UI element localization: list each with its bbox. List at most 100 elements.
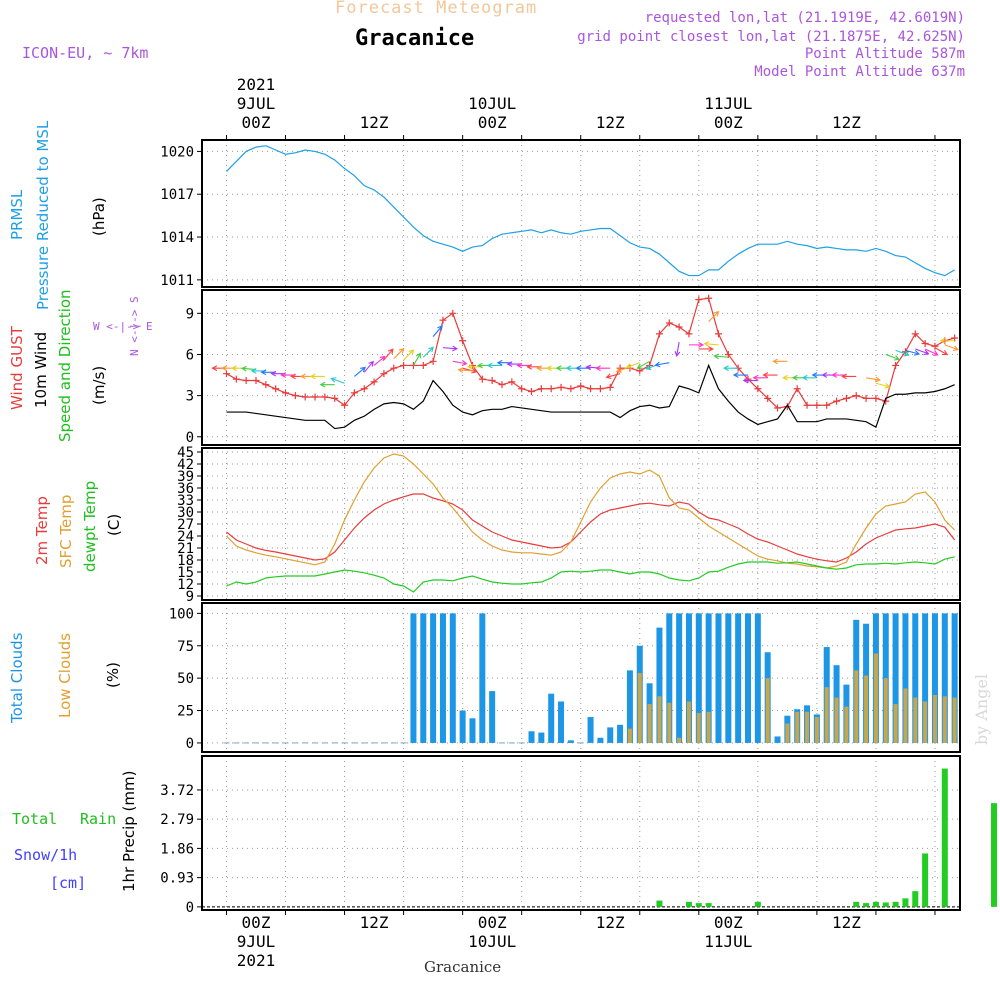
wind-direction-arrow bbox=[885, 353, 900, 361]
rain-bar bbox=[892, 901, 899, 907]
gust-marker bbox=[852, 392, 860, 400]
low-cloud-bar bbox=[637, 672, 642, 743]
total-cloud-bar bbox=[459, 710, 466, 743]
rain-bar bbox=[685, 901, 692, 907]
wind-direction-arrow bbox=[762, 372, 778, 378]
y-tick-label: 1017 bbox=[160, 187, 194, 203]
total-cloud-bar bbox=[676, 613, 683, 743]
point-altitude: Point Altitude 587m bbox=[804, 46, 965, 62]
wind-direction-arrow bbox=[703, 341, 719, 347]
wind-direction-arrow bbox=[772, 358, 788, 365]
total-cloud-bar bbox=[902, 613, 909, 743]
gust-marker bbox=[459, 337, 467, 345]
total-cloud-bar bbox=[479, 613, 486, 743]
gust-marker bbox=[478, 375, 486, 383]
wind-direction-arrow bbox=[698, 346, 714, 352]
gust-marker bbox=[439, 316, 447, 324]
gust-marker bbox=[793, 385, 801, 393]
total-cloud-bar bbox=[922, 613, 929, 743]
total-cloud-bar bbox=[607, 727, 614, 743]
total-cloud-bar bbox=[774, 736, 781, 743]
low-cloud-bar bbox=[814, 717, 819, 743]
total-cloud-bar bbox=[439, 613, 446, 743]
panel-frame bbox=[201, 447, 961, 601]
wind-direction-arrow bbox=[462, 367, 478, 374]
gust-marker bbox=[232, 375, 240, 383]
gust-marker bbox=[508, 378, 516, 386]
total-cloud-bar bbox=[528, 731, 535, 743]
gridpoint-coords: grid point closest lon,lat (21.1875E, 42… bbox=[577, 29, 965, 45]
gust-marker bbox=[291, 392, 299, 400]
wind-direction-arrow bbox=[875, 382, 891, 389]
time-label-bottom: 12Z bbox=[360, 913, 389, 932]
rain-bar bbox=[695, 903, 702, 907]
y-tick-label: 12 bbox=[177, 577, 194, 593]
total-cloud-bar bbox=[617, 724, 624, 743]
gust-marker bbox=[518, 385, 526, 393]
total-cloud-bar bbox=[656, 627, 663, 743]
total-cloud-bar bbox=[410, 613, 417, 743]
low-cloud-bar bbox=[805, 711, 810, 743]
low-cloud-bar bbox=[844, 706, 849, 743]
gust-marker bbox=[911, 330, 919, 338]
gust-marker bbox=[311, 393, 319, 401]
rain-label: Rain bbox=[80, 810, 117, 828]
y-tick-label: 1011 bbox=[160, 273, 194, 289]
total-cloud-bar bbox=[912, 613, 919, 743]
total-cloud-bar bbox=[715, 613, 722, 743]
wind-direction-arrow bbox=[934, 347, 949, 356]
y-tick-label: 30 bbox=[177, 505, 194, 521]
panel-frame bbox=[201, 289, 961, 446]
y-tick-label: 2.79 bbox=[160, 812, 194, 828]
gust-marker bbox=[282, 389, 290, 397]
gust-marker bbox=[350, 389, 358, 397]
gust-marker bbox=[685, 330, 693, 338]
time-label-bottom: 12Z bbox=[832, 913, 861, 932]
gust-marker bbox=[813, 401, 821, 409]
gust-marker bbox=[301, 393, 309, 401]
y-tick-label: 1.86 bbox=[160, 841, 194, 857]
y-tick-label: 18 bbox=[177, 553, 194, 569]
time-label-top: 2021 bbox=[237, 75, 276, 94]
wind-direction-arrow bbox=[841, 373, 857, 380]
time-label-top: 00Z bbox=[478, 113, 507, 132]
wind-direction-arrow bbox=[654, 361, 670, 368]
gust-marker bbox=[331, 394, 339, 402]
gust-marker bbox=[764, 394, 772, 402]
total-cloud-bar bbox=[754, 613, 761, 743]
wind-direction-arrow bbox=[486, 362, 502, 369]
panel-frame bbox=[201, 602, 961, 753]
y-tick-label: 3 bbox=[186, 389, 194, 405]
gust-marker bbox=[488, 377, 496, 385]
model-label: ICON-EU, ~ 7km bbox=[22, 44, 149, 62]
gust-marker bbox=[803, 401, 811, 409]
time-label-bottom: 12Z bbox=[596, 913, 625, 932]
gust-marker bbox=[380, 370, 388, 378]
rain-bar bbox=[912, 891, 919, 907]
rain-bar bbox=[922, 853, 929, 907]
time-label-top: 10JUL bbox=[468, 94, 516, 113]
wind-direction-arrow bbox=[636, 360, 650, 369]
y-tick-label: 6 bbox=[186, 347, 194, 363]
low-cloud-bar bbox=[932, 694, 937, 743]
total-cloud-bar bbox=[951, 613, 958, 743]
gust-marker bbox=[222, 370, 230, 378]
rain-bar bbox=[872, 901, 879, 907]
wind-direction-arrow bbox=[708, 310, 720, 322]
y-tick-label: 27 bbox=[177, 517, 194, 533]
requested-coords: requested lon,lat (21.1919E, 42.6019N) bbox=[644, 10, 965, 26]
y-tick-label: 24 bbox=[177, 529, 194, 545]
y-tick-label: 15 bbox=[177, 565, 194, 581]
gust-marker bbox=[774, 404, 782, 412]
time-label-top: 00Z bbox=[242, 113, 271, 132]
total-cloud-bar bbox=[666, 613, 673, 743]
low-cloud-bar bbox=[765, 678, 770, 743]
wind-direction-arrow bbox=[732, 372, 748, 378]
rain-bar bbox=[754, 901, 761, 907]
gust-marker bbox=[547, 385, 555, 393]
low-cloud-bar bbox=[795, 711, 800, 743]
wind-direction-arrow bbox=[674, 342, 681, 358]
wind-direction-arrow bbox=[895, 349, 910, 357]
